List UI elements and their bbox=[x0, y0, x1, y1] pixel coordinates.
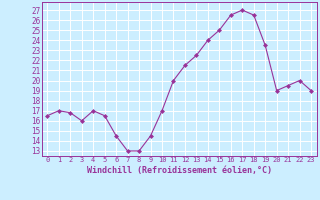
X-axis label: Windchill (Refroidissement éolien,°C): Windchill (Refroidissement éolien,°C) bbox=[87, 166, 272, 175]
